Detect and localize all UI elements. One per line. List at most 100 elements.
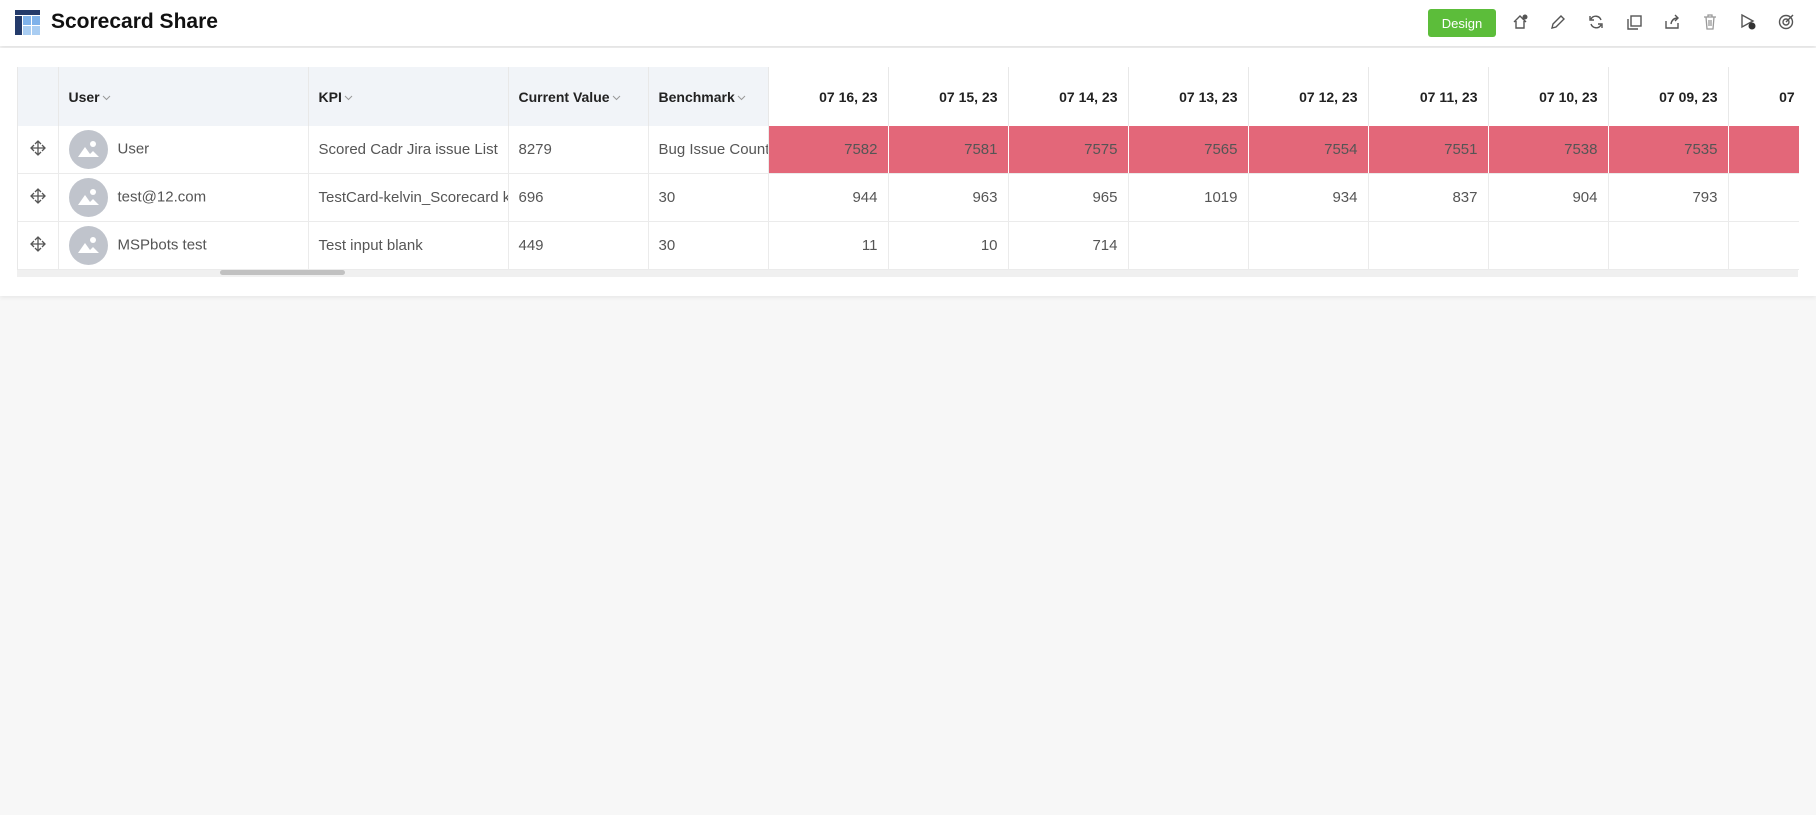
cell-text: 934 bbox=[1332, 189, 1358, 206]
drag-handle[interactable] bbox=[29, 139, 46, 156]
target-icon[interactable] bbox=[1777, 13, 1795, 31]
table-cell bbox=[1728, 173, 1799, 222]
table-cell bbox=[1488, 221, 1609, 270]
share-icon[interactable] bbox=[1663, 13, 1681, 31]
table-cell: 696 bbox=[508, 173, 649, 222]
delete-icon[interactable] bbox=[1701, 13, 1719, 31]
table-cell bbox=[1728, 126, 1799, 174]
table-cell: TestCard-kelvin_Scorecard ke bbox=[308, 173, 509, 222]
table-cell: 8279 bbox=[508, 126, 649, 174]
design-button[interactable]: Design bbox=[1428, 9, 1496, 37]
table-cell: 7575 bbox=[1008, 126, 1129, 174]
table-row: User Scored Cadr Jira issue List 8279 Bug I… bbox=[18, 126, 1799, 174]
cell-text: 7551 bbox=[1444, 141, 1478, 158]
table-cell: 30 bbox=[648, 221, 769, 270]
column-title: 07 08, 23 bbox=[1779, 88, 1799, 105]
column-header[interactable]: Benchmark bbox=[648, 67, 769, 126]
column-header: 07 09, 23 bbox=[1608, 67, 1729, 126]
edit-icon[interactable] bbox=[1549, 13, 1567, 31]
sort-icon[interactable] bbox=[102, 95, 111, 101]
table-cell: 904 bbox=[1488, 173, 1609, 222]
sort-icon[interactable] bbox=[344, 95, 353, 101]
home-icon[interactable] bbox=[1511, 13, 1529, 31]
header-row: User KPI Current Value Benchmark 07 16, 23 07… bbox=[18, 67, 1799, 126]
cell-text: TestCard-kelvin_Scorecard ke bbox=[318, 189, 508, 206]
table-cell: 7582 bbox=[768, 126, 889, 174]
column-header: 07 13, 23 bbox=[1128, 67, 1249, 126]
table-cell: 944 bbox=[768, 173, 889, 222]
cell-text: 7538 bbox=[1564, 141, 1598, 158]
drag-handle[interactable] bbox=[29, 187, 46, 204]
table-cell: 449 bbox=[508, 221, 649, 270]
table-cell: 7538 bbox=[1488, 126, 1609, 174]
table-cell bbox=[1368, 221, 1489, 270]
column-title: 07 12, 23 bbox=[1299, 88, 1358, 105]
cell-text: 30 bbox=[658, 237, 676, 254]
cell-text: 837 bbox=[1452, 189, 1478, 206]
cell-text: 7582 bbox=[844, 141, 878, 158]
table-cell bbox=[1248, 221, 1369, 270]
scrollbar-thumb[interactable] bbox=[220, 270, 345, 275]
cell-text: 714 bbox=[1092, 237, 1118, 254]
column-title: User bbox=[68, 88, 100, 105]
present-icon[interactable] bbox=[1739, 13, 1757, 31]
drag-cell bbox=[18, 221, 59, 270]
column-title: 07 15, 23 bbox=[939, 88, 998, 105]
column-header[interactable]: Current Value bbox=[508, 67, 649, 126]
table-cell: 963 bbox=[888, 173, 1009, 222]
column-header: 07 16, 23 bbox=[768, 67, 889, 126]
scrollbar-track bbox=[17, 270, 1798, 277]
table-cell: 714 bbox=[1008, 221, 1129, 270]
cell-text: Test input blank bbox=[318, 237, 423, 254]
app-icon bbox=[15, 10, 40, 35]
column-title: 07 16, 23 bbox=[819, 88, 878, 105]
scorecard-card: User KPI Current Value Benchmark 07 16, 23 07… bbox=[0, 48, 1816, 296]
avatar bbox=[68, 226, 108, 265]
table-row: MSPbots test Test input blank 449 30 11 10 714 bbox=[18, 221, 1799, 270]
column-title: 07 14, 23 bbox=[1059, 88, 1118, 105]
table-cell: 10 bbox=[888, 221, 1009, 270]
table-cell: Test input blank bbox=[308, 221, 509, 270]
drag-cell bbox=[18, 126, 59, 174]
column-header[interactable]: User bbox=[58, 67, 309, 126]
user-name: User bbox=[117, 140, 150, 158]
table-cell: 7581 bbox=[888, 126, 1009, 174]
column-header: 07 10, 23 bbox=[1488, 67, 1609, 126]
copy-icon[interactable] bbox=[1625, 13, 1643, 31]
table-cell: 934 bbox=[1248, 173, 1369, 222]
cell-text: 10 bbox=[980, 237, 998, 254]
table-cell: 965 bbox=[1008, 173, 1129, 222]
column-title: Benchmark bbox=[658, 88, 735, 105]
column-header[interactable]: KPI bbox=[308, 67, 509, 126]
cell-text: 7581 bbox=[964, 141, 998, 158]
table-cell bbox=[1728, 221, 1799, 270]
cell-text: 904 bbox=[1572, 189, 1598, 206]
cell-text: 7554 bbox=[1324, 141, 1358, 158]
table-cell: 7551 bbox=[1368, 126, 1489, 174]
table-cell: 7535 bbox=[1608, 126, 1729, 174]
refresh-icon[interactable] bbox=[1587, 13, 1605, 31]
table-cell: 7565 bbox=[1128, 126, 1249, 174]
column-header: 07 12, 23 bbox=[1248, 67, 1369, 126]
page-title: Scorecard Share bbox=[51, 10, 218, 33]
scorecard-table: User KPI Current Value Benchmark 07 16, 23 07… bbox=[18, 67, 1799, 270]
cell-text: 793 bbox=[1692, 189, 1718, 206]
table-cell: 837 bbox=[1368, 173, 1489, 222]
drag-handle[interactable] bbox=[29, 235, 46, 252]
sort-icon[interactable] bbox=[612, 95, 621, 101]
cell-text: 11 bbox=[861, 237, 878, 254]
cell-text: 7575 bbox=[1084, 141, 1118, 158]
user-name: test@12.com bbox=[117, 188, 207, 206]
avatar bbox=[68, 178, 108, 217]
table-cell: 11 bbox=[768, 221, 889, 270]
table-cell bbox=[1608, 221, 1729, 270]
column-title: Current Value bbox=[518, 88, 610, 105]
cell-text: Scored Cadr Jira issue List bbox=[318, 141, 498, 158]
cell-text: 696 bbox=[518, 189, 544, 206]
sort-icon[interactable] bbox=[737, 95, 746, 101]
cell-text: 30 bbox=[658, 189, 676, 206]
column-title: 07 11, 23 bbox=[1419, 88, 1478, 105]
table-cell: 30 bbox=[648, 173, 769, 222]
cell-text: 1019 bbox=[1204, 189, 1238, 206]
